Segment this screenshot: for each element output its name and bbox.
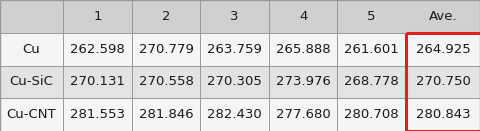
Text: 273.976: 273.976 [276, 75, 331, 88]
Bar [200, 0, 269, 33]
Bar [0, 0, 63, 33]
Text: 280.708: 280.708 [344, 108, 399, 121]
Bar [63, 0, 132, 33]
Text: 264.925: 264.925 [416, 43, 470, 56]
Bar [63, 33, 132, 66]
Bar [132, 98, 200, 131]
Bar [269, 66, 337, 98]
Bar [269, 98, 337, 131]
Bar [269, 0, 337, 33]
Bar [0, 33, 63, 66]
Bar [132, 33, 200, 66]
Bar [269, 33, 337, 66]
Text: 270.779: 270.779 [139, 43, 193, 56]
Bar [337, 66, 406, 98]
Text: 262.598: 262.598 [70, 43, 125, 56]
Text: 268.778: 268.778 [344, 75, 399, 88]
Text: 270.558: 270.558 [139, 75, 193, 88]
Text: Ave.: Ave. [429, 10, 457, 23]
Text: 1: 1 [93, 10, 102, 23]
Text: 270.305: 270.305 [207, 75, 262, 88]
Bar [337, 0, 406, 33]
Text: 261.601: 261.601 [344, 43, 399, 56]
Bar [406, 0, 480, 33]
Text: 280.843: 280.843 [416, 108, 470, 121]
Text: 263.759: 263.759 [207, 43, 262, 56]
Bar [0, 66, 63, 98]
Bar [337, 98, 406, 131]
Text: 277.680: 277.680 [276, 108, 330, 121]
Text: Cu-CNT: Cu-CNT [7, 108, 56, 121]
Text: 5: 5 [367, 10, 376, 23]
Bar [132, 66, 200, 98]
Text: 281.846: 281.846 [139, 108, 193, 121]
Bar [406, 33, 480, 66]
Text: Cu-SiC: Cu-SiC [10, 75, 53, 88]
Text: 281.553: 281.553 [70, 108, 125, 121]
Bar [63, 98, 132, 131]
Text: 270.131: 270.131 [70, 75, 125, 88]
Text: Cu: Cu [23, 43, 40, 56]
Text: 265.888: 265.888 [276, 43, 330, 56]
Text: 282.430: 282.430 [207, 108, 262, 121]
Bar [406, 98, 480, 131]
Text: 4: 4 [299, 10, 307, 23]
Text: 3: 3 [230, 10, 239, 23]
Bar [200, 66, 269, 98]
Bar [63, 66, 132, 98]
Bar [200, 33, 269, 66]
Text: 2: 2 [162, 10, 170, 23]
Bar [200, 98, 269, 131]
Bar [337, 33, 406, 66]
Bar [406, 66, 480, 98]
Bar [0, 98, 63, 131]
Bar [132, 0, 200, 33]
Text: 270.750: 270.750 [416, 75, 470, 88]
